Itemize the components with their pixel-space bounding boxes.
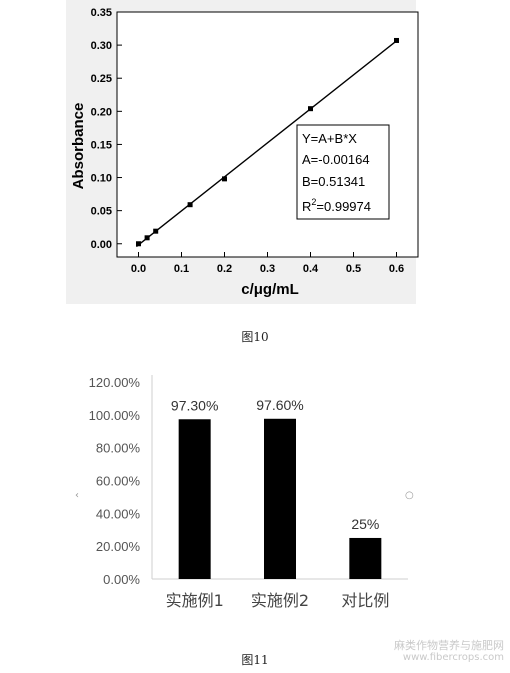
- y-tick-label: 0.15: [91, 139, 112, 151]
- bar-value-label: 25%: [351, 516, 379, 532]
- category-label: 对比例: [341, 591, 389, 610]
- y-tick-label: 80.00%: [96, 441, 141, 456]
- y-tick-label: 0.35: [91, 7, 112, 19]
- y-tick-label: 60.00%: [96, 474, 141, 489]
- x-tick-label: 0.3: [260, 263, 275, 275]
- y-tick-label: 40.00%: [96, 506, 141, 521]
- bar-value-label: 97.60%: [256, 397, 303, 413]
- y-tick-label: 20.00%: [96, 539, 141, 554]
- bar-chart: 0.00% 20.00% 40.00% 60.00% 80.00% 100.00% 120.…: [89, 375, 408, 610]
- y-axis-label: Absorbance: [70, 103, 87, 190]
- equation-label: Y=A+B*X: [302, 131, 357, 146]
- y-tick-label: 0.00%: [103, 572, 140, 587]
- y-tick-label: 120.00%: [89, 375, 141, 390]
- y-tick-label: 0.00: [91, 239, 112, 251]
- calibration-chart: 0.0 0.1 0.2 0.3 0.4 0.5 0.6 0.00 0.05 0.10 0.15 0.2…: [66, 0, 419, 304]
- r-squared-label: R2=0.99974: [302, 197, 371, 214]
- figure-10-caption: 图10: [241, 330, 269, 344]
- y-tick-label: 0.10: [91, 173, 112, 185]
- y-tick-label: 0.25: [91, 73, 112, 85]
- x-axis-label: c/μg/mL: [241, 281, 299, 298]
- category-label: 实施例1: [166, 591, 224, 610]
- y-tick-label: 0.30: [91, 40, 112, 52]
- data-point: [136, 241, 141, 247]
- figure-11-caption: 图11: [241, 653, 269, 667]
- bar: [349, 537, 382, 579]
- x-tick-label: 0.0: [131, 263, 146, 275]
- y-tick-label: 0.05: [91, 206, 112, 218]
- bar: [178, 419, 211, 579]
- y-tick-label: 100.00%: [89, 408, 141, 423]
- x-tick-label: 0.2: [217, 263, 232, 275]
- data-point: [153, 228, 159, 234]
- slope-label: B=0.51341: [302, 174, 365, 189]
- x-tick-label: 0.1: [174, 263, 189, 275]
- y-tick-label: 0.20: [91, 106, 112, 118]
- x-tick-label: 0.4: [303, 263, 319, 275]
- watermark-line-2: www.fibercrops.com: [402, 652, 504, 663]
- intercept-label: A=-0.00164: [302, 152, 370, 167]
- x-tick-label: 0.5: [346, 263, 361, 275]
- fit-line: [135, 38, 400, 248]
- bar: [264, 418, 296, 579]
- x-tick-label: 0.6: [389, 263, 404, 275]
- edge-mark-left: ‹: [75, 490, 79, 501]
- data-point: [394, 37, 399, 43]
- data-point: [222, 176, 227, 182]
- bar-value-label: 97.30%: [171, 397, 218, 413]
- edge-mark-right: ○: [405, 490, 414, 501]
- data-point: [187, 202, 193, 208]
- watermark-line-1: 麻类作物营养与施肥网: [394, 639, 504, 652]
- data-point: [144, 235, 150, 241]
- category-label: 实施例2: [251, 591, 309, 610]
- data-point: [308, 106, 313, 112]
- regression-box: Y=A+B*X A=-0.00164 B=0.51341 R2=0.99974: [296, 124, 390, 220]
